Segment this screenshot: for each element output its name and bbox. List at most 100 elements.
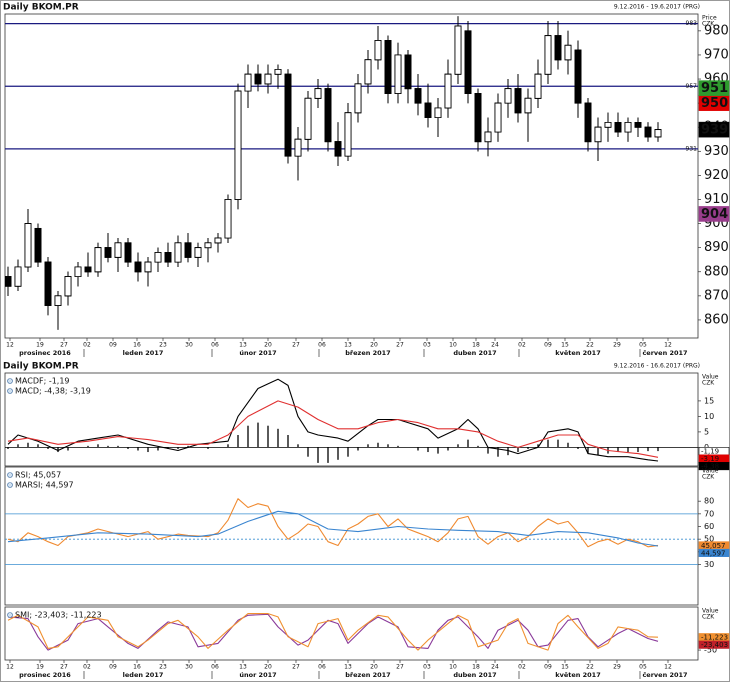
candle-body [444,73,452,109]
month-label: duben 2017 [453,671,496,679]
candle-body [184,242,192,258]
axis-label: Value [702,374,719,381]
x-tick-label: 06 [318,342,326,349]
x-tick-label: 09 [109,342,117,349]
panel-title: Daily BKOM.PR [3,3,79,13]
series-line [7,510,659,547]
x-tick-label: 12 [664,342,672,349]
x-tick-label: 16 [133,342,141,349]
month-label: červen 2017 [642,349,687,357]
candle-body [384,40,392,94]
panel-frame [4,13,699,339]
month-label: březen 2017 [345,671,390,679]
x-tick-label: 30 [185,664,193,671]
price-tag [698,548,730,557]
legend-icon [7,472,13,478]
candle-body [464,30,472,94]
price-tag-label: -4,38 [701,463,719,471]
price-tag-label: 950 [701,96,728,111]
candle-body [14,266,22,287]
y-tick-label: 60 [704,522,714,531]
x-tick-label: 02 [518,342,526,349]
month-label: prosinec 2016 [19,349,71,357]
candle-body [154,252,162,263]
axis-unit: CZK [702,474,715,481]
y-tick-label: 860 [704,312,729,327]
axis-label: Value [702,468,719,475]
candle-body [94,247,102,273]
x-tick-label: 12 [6,342,14,349]
candle-body [54,295,62,306]
candle-body [564,44,572,61]
candle-body [354,83,362,114]
candle-body [584,102,592,143]
price-tag-label: -23,403 [701,641,728,649]
candle-body [644,126,652,138]
candle-body [74,266,82,277]
candle-body [104,247,112,258]
y-tick-label: 880 [704,264,729,279]
candle-body [214,237,222,244]
candle-body [194,247,202,258]
month-label: květen 2017 [555,349,600,357]
legend-label: MACDF; -1,19 [15,377,70,386]
candle-body [374,40,382,61]
x-tick-label: 09 [544,664,552,671]
x-tick-label: 02 [83,342,91,349]
x-tick-label: 30 [185,342,193,349]
candle-body [254,73,262,85]
level-label: 957 [686,83,698,90]
axis-unit: CZK [702,614,715,621]
x-tick-label: 22 [586,342,594,349]
price-tag-label: 939 [701,123,728,138]
candle-body [144,261,152,273]
panel-frame [4,606,699,661]
candle-body [534,73,542,99]
y-tick-label: 50 [704,535,714,544]
series-line [7,400,659,458]
y-tick-label: 920 [704,168,729,183]
candle-body [204,242,212,249]
legend-label: SMI; -23,403; -11,223 [15,611,102,620]
price-tag-label: 951 [701,81,728,96]
candle-body [514,88,522,114]
legend-icon [7,612,13,618]
candle-body [24,223,32,268]
month-label: prosinec 2016 [19,671,71,679]
x-tick-label: 03 [423,664,431,671]
candle-body [44,261,52,306]
price-tag-label: -3,19 [701,455,719,463]
price-tag-label: -11,223 [701,634,728,642]
candle-body [434,107,442,118]
candle-body [324,88,332,143]
candle-body [124,242,132,263]
y-tick-label: 15 [704,396,714,405]
candle-body [454,25,462,75]
price-tag-label: -1,19 [701,448,719,456]
candle-body [494,102,502,133]
series-line [7,498,659,548]
x-tick-label: 19 [36,342,44,349]
x-tick-label: 15 [561,664,569,671]
x-tick-label: 24 [491,664,499,671]
candle-body [344,112,352,157]
x-tick-label: 20 [370,664,378,671]
candle-body [554,35,562,61]
price-tag-label: 904 [701,207,728,222]
month-label: duben 2017 [453,349,496,357]
x-tick-label: 27 [292,342,300,349]
x-tick-label: 16 [133,664,141,671]
x-tick-label: 10 [449,342,457,349]
candle-body [394,54,402,94]
axis-label: Value [702,608,719,615]
y-tick-label: 80 [704,497,714,506]
x-tick-label: 20 [370,342,378,349]
candle-body [654,129,662,138]
y-tick-label: 10 [704,412,714,421]
y-tick-label: 5 [704,427,709,436]
y-tick-label: 910 [704,192,729,207]
month-label: únor 2017 [239,671,276,679]
candle-body [574,49,582,104]
legend-label: RSI; 45,057 [15,471,61,480]
plot-area [5,16,698,330]
